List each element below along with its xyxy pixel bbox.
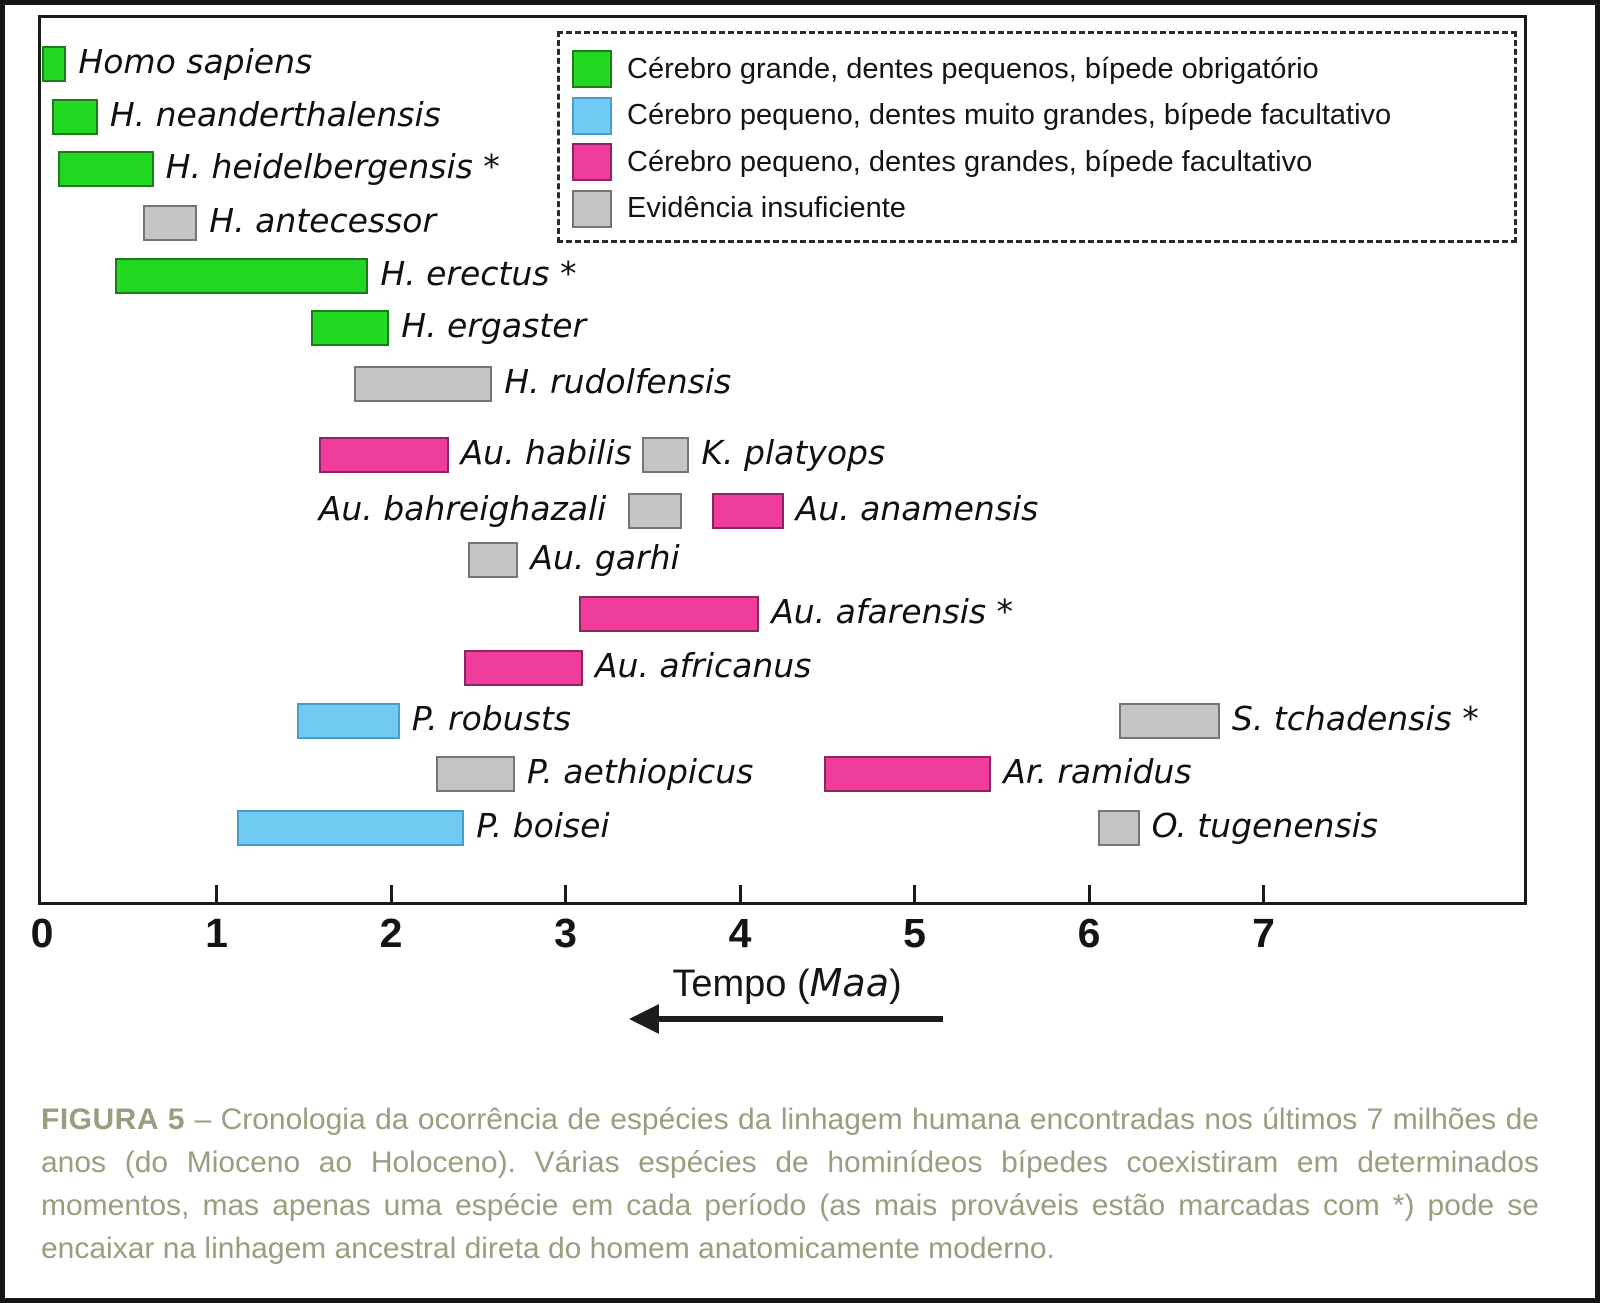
timeline-bar [467,542,519,578]
timeline-bar [42,46,67,82]
x-axis-title-prefix: Tempo ( [672,963,810,1005]
timeline-bar [310,310,390,346]
timeline-bar [464,650,583,686]
species-label: H. ergaster [401,306,587,345]
species-label: H. rudolfensis [504,362,732,401]
species-label: Au. anamensis [795,489,1039,528]
legend-swatch-blue [572,96,612,135]
legend-label: Cérebro pequeno, dentes grandes, bípede … [627,145,1313,178]
timeline-bar [579,596,760,632]
species-label: Au. habilis [460,433,632,472]
timeline-bar [712,493,784,529]
figure-caption-body: Cronologia da ocorrência de espécies da … [41,1103,1539,1265]
legend-swatch-gray [572,189,612,228]
timeline-bar [1097,810,1140,846]
legend-swatch-green [572,50,612,88]
legend: Cérebro grande, dentes pequenos, bípede … [557,31,1517,243]
legend-item-gray: Evidência insuficiente [572,186,1504,232]
x-axis-tick [564,885,567,902]
species-label: Au. africanus [594,646,812,685]
figure-caption: FIGURA 5 – Cronologia da ocorrência de e… [41,1098,1539,1270]
species-label: H. antecessor [209,201,437,240]
species-label: S. tchadensis * [1231,699,1479,738]
figure-caption-separator: – [194,1103,212,1136]
species-label: P. boisei [476,806,610,845]
species-label: H. neanderthalensis [109,95,441,134]
figure-caption-tag: FIGURA 5 [41,1103,185,1136]
x-axis-tick [1262,885,1265,902]
x-axis-tick [215,885,218,902]
timeline-bar [115,258,369,294]
legend-label: Evidência insuficiente [627,192,906,225]
species-label: P. robusts [411,699,571,738]
x-axis-tick-label: 2 [379,910,403,956]
timeline-bar [52,99,98,135]
timeline-bar [354,366,493,402]
x-axis-title-suffix: ) [888,963,902,1005]
timeline-bar [296,703,400,739]
species-label: O. tugenensis [1151,806,1379,845]
x-axis-title: Tempo (Maa) [672,961,901,1006]
legend-label: Cérebro pequeno, dentes muito grandes, b… [627,99,1392,132]
time-direction-arrow-line [655,1016,943,1022]
x-axis-tick [389,885,393,902]
x-axis-tick-label: 5 [903,910,926,956]
timeline-bar [436,756,515,792]
legend-item-blue: Cérebro pequeno, dentes muito grandes, b… [572,93,1504,139]
species-label: H. heidelbergensis * [165,147,500,186]
timeline-bar [143,205,198,241]
x-axis-tick [1087,885,1091,902]
species-label: H. erectus * [380,254,577,293]
legend-item-green: Cérebro grande, dentes pequenos, bípede … [572,46,1504,92]
x-axis-title-unit: Maa [809,961,889,1005]
species-label: Ar. ramidus [1003,752,1192,791]
x-axis-tick [738,885,742,902]
species-label: Au. bahreighazali [318,489,607,528]
x-axis-tick-label: 4 [728,910,752,956]
species-label: Au. afarensis * [771,592,1014,631]
timeline-bar [823,756,992,792]
x-axis-tick-label: 7 [1252,910,1275,956]
species-label: Au. garhi [530,538,680,577]
timeline-bar [57,151,154,187]
timeline-bar [1118,703,1220,739]
species-label: Homo sapiens [78,42,313,81]
timeline-bar [237,810,465,846]
timeline-bar [628,493,683,529]
timeline-bar [642,437,690,473]
x-axis-tick-label: 0 [30,910,54,956]
x-axis-tick-label: 3 [554,910,577,956]
x-axis-tick [913,885,916,902]
time-direction-arrow-head [629,1004,659,1034]
x-axis-tick-label: 6 [1077,910,1101,956]
timeline-bar [319,437,449,473]
legend-swatch-pink [572,143,612,182]
species-label: P. aethiopicus [526,752,754,791]
legend-item-pink: Cérebro pequeno, dentes grandes, bípede … [572,139,1504,185]
species-label: K. platyops [701,433,886,472]
x-axis-tick-label: 1 [205,910,228,956]
legend-label: Cérebro grande, dentes pequenos, bípede … [627,52,1319,85]
